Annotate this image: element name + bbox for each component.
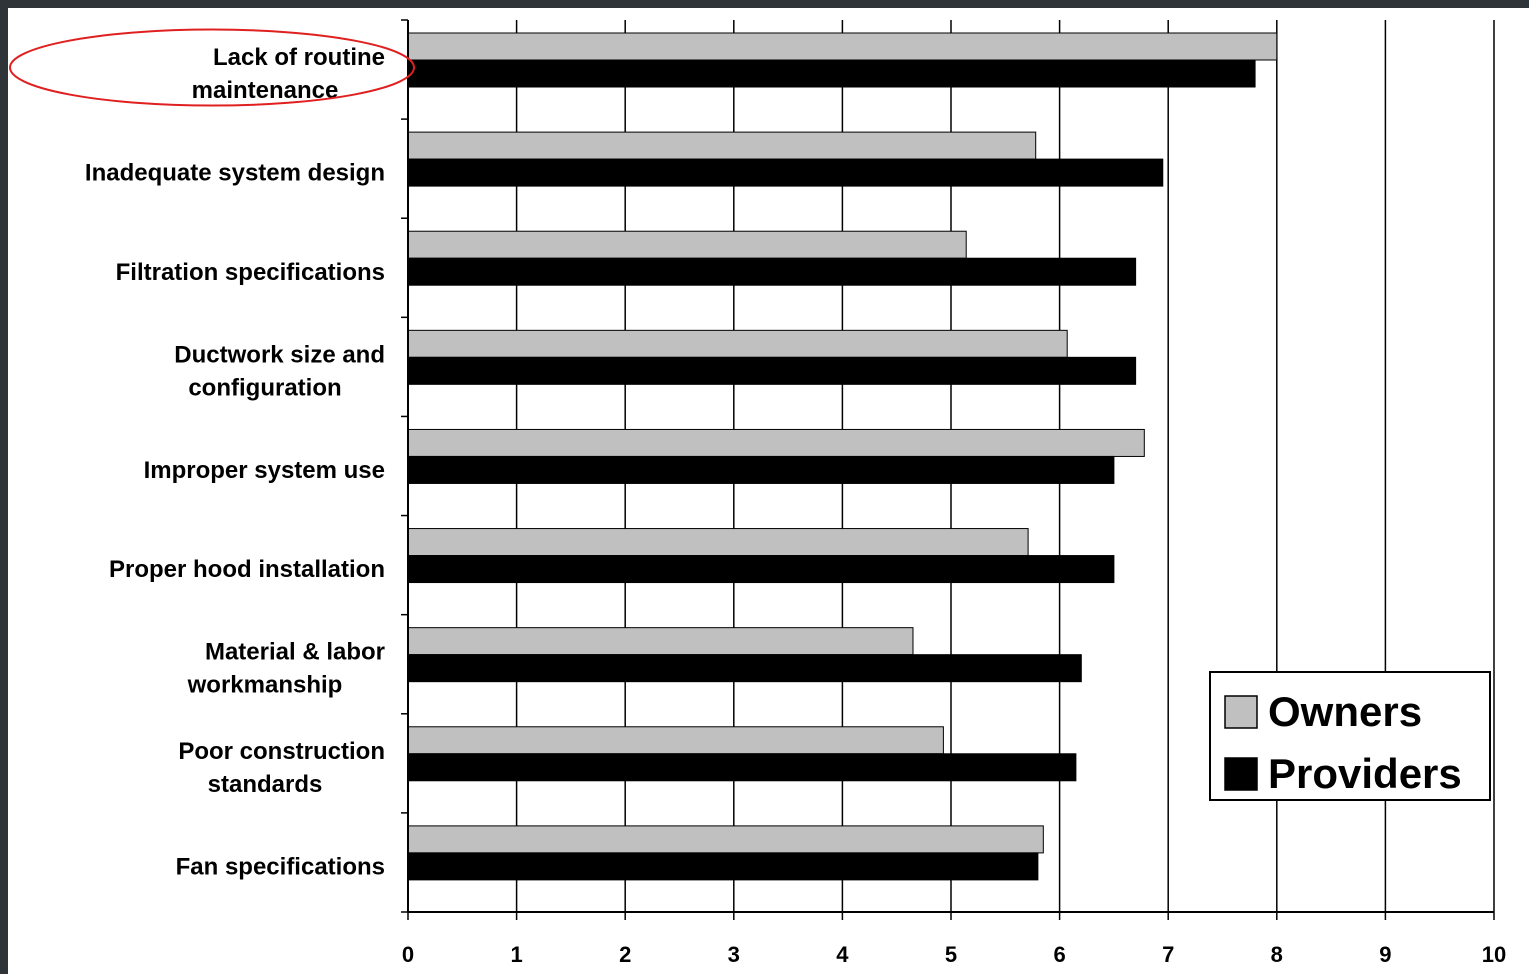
- legend-swatch-owners: [1224, 695, 1258, 729]
- bar-providers-0: [407, 59, 1256, 88]
- bar-owners-8: [407, 825, 1044, 854]
- bar-providers-6: [407, 654, 1082, 683]
- x-tick-label-0: 0: [402, 942, 414, 967]
- bar-owners-0: [407, 32, 1278, 61]
- highlight-ellipse: [9, 28, 415, 107]
- x-tick-label-7: 7: [1162, 942, 1174, 967]
- legend-label-owners: Owners: [1268, 688, 1422, 735]
- category-label-1: Inadequate system design: [85, 160, 385, 187]
- category-label-6: Material & labor workmanship: [187, 639, 385, 699]
- bar-providers-1: [407, 158, 1164, 187]
- bar-providers-8: [407, 852, 1039, 881]
- x-tick-label-4: 4: [836, 942, 849, 967]
- x-tick-label-5: 5: [945, 942, 957, 967]
- legend-swatch-providers: [1224, 757, 1258, 791]
- bar-owners-6: [407, 627, 914, 656]
- bar-providers-7: [407, 753, 1077, 782]
- bar-owners-2: [407, 230, 967, 259]
- category-label-2: Filtration specifications: [116, 259, 385, 286]
- category-label-5: Proper hood installation: [109, 556, 385, 583]
- category-label-8: Fan specifications: [176, 853, 385, 880]
- x-tick-label-10: 10: [1482, 942, 1506, 967]
- x-tick-label-8: 8: [1271, 942, 1283, 967]
- x-tick-label-1: 1: [510, 942, 522, 967]
- bar-owners-1: [407, 131, 1037, 160]
- bar-providers-3: [407, 356, 1137, 385]
- category-label-7: Poor construction standards: [178, 738, 385, 798]
- x-tick-label-3: 3: [728, 942, 740, 967]
- category-label-4: Improper system use: [144, 457, 385, 484]
- x-tick-label-6: 6: [1053, 942, 1065, 967]
- bar-owners-3: [407, 329, 1068, 358]
- bar-providers-5: [407, 555, 1115, 584]
- bar-owners-7: [407, 726, 944, 755]
- legend-label-providers: Providers: [1268, 750, 1462, 797]
- x-tick-label-2: 2: [619, 942, 631, 967]
- bar-owners-4: [407, 428, 1145, 457]
- category-label-0: Lack of routine maintenance: [192, 44, 385, 104]
- bar-providers-2: [407, 257, 1137, 286]
- bar-providers-4: [407, 455, 1115, 484]
- bar-owners-5: [407, 528, 1029, 557]
- x-tick-label-9: 9: [1379, 942, 1391, 967]
- category-label-3: Ductwork size and configuration: [174, 341, 385, 401]
